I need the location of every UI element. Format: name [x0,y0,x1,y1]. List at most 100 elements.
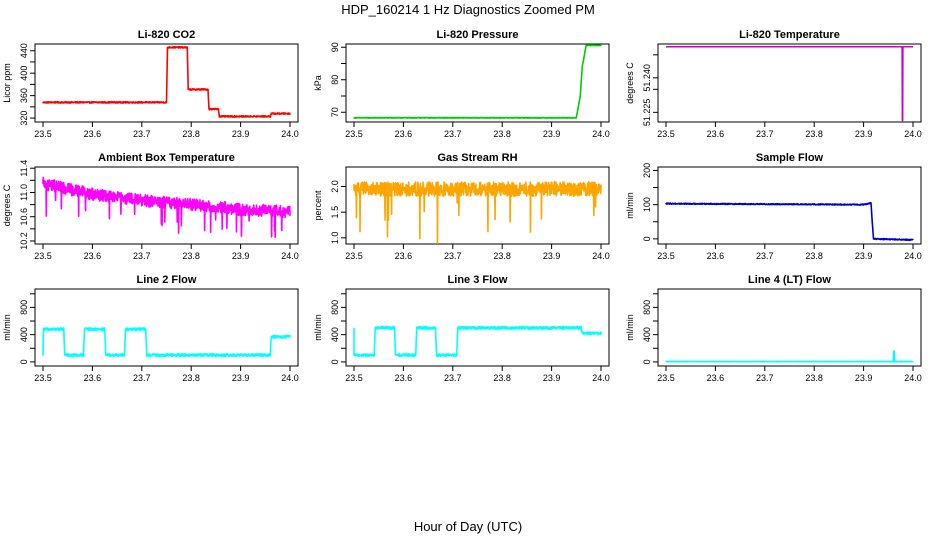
series-line [42,176,291,238]
y-tick-label: 400 [330,327,340,342]
x-tick-label: 23.6 [707,373,725,383]
x-tick-label: 24.0 [592,129,610,139]
y-axis-label: degrees C [625,62,635,104]
y-tick-label: 2.0 [330,180,340,193]
figure-xlabel: Hour of Day (UTC) [414,519,522,534]
x-tick-label: 23.6 [84,373,102,383]
x-tick-label: 23.7 [133,129,151,139]
x-tick-label: 23.7 [756,251,774,261]
x-tick-label: 23.9 [232,251,250,261]
chart-title: Gas Stream RH [437,152,517,164]
y-tick-label: 1.0 [330,232,340,245]
x-tick-label: 23.8 [493,129,511,139]
chart-title: Line 3 Flow [448,274,508,286]
x-tick-label: 23.6 [707,251,725,261]
chart-panel-8: Line 3 Flow 23.5 23.6 23.7 23.8 23.9 24.0 0 400 8… [313,274,610,383]
y-tick-label: 0 [642,236,652,241]
y-tick-label: 11.0 [19,184,29,201]
y-tick-label: 320 [19,111,29,126]
x-tick-label: 23.6 [84,251,102,261]
x-tick-label: 23.7 [756,373,774,383]
y-tick-label: 1.5 [330,206,340,219]
x-tick-label: 24.0 [904,129,922,139]
y-axis-label: Licor ppm [2,63,12,103]
plot-frame [345,288,610,367]
x-tick-label: 23.5 [34,129,52,139]
x-tick-label: 23.5 [34,373,52,383]
x-tick-label: 23.9 [232,129,250,139]
y-tick-label: 200 [642,163,652,178]
x-tick-label: 23.9 [543,251,561,261]
x-tick-label: 23.5 [345,129,363,139]
x-tick-label: 23.8 [805,251,823,261]
y-axis-label: ml/min [625,314,635,341]
plot-frame [34,166,299,245]
y-tick-label: 70 [330,107,340,117]
x-tick-label: 23.6 [395,251,413,261]
y-tick-label: 400 [19,327,29,342]
x-tick-label: 24.0 [281,373,299,383]
y-axis-label: degrees C [2,184,12,226]
chart-panel-9: Line 4 (LT) Flow 23.5 23.6 23.7 23.8 23.9 24.0… [625,274,922,383]
x-tick-label: 24.0 [281,129,299,139]
x-tick-label: 23.5 [657,251,675,261]
x-tick-label: 24.0 [281,251,299,261]
x-tick-label: 23.9 [855,251,873,261]
x-tick-label: 23.7 [444,251,462,261]
chart-title: Line 4 (LT) Flow [748,274,831,286]
y-tick-label: 400 [19,66,29,81]
y-axis-label: ml/min [625,192,635,219]
x-tick-label: 23.7 [444,129,462,139]
y-tick-label: 400 [642,327,652,342]
x-tick-label: 23.9 [855,373,873,383]
series-line [42,327,291,358]
y-tick-label: 0 [330,359,340,364]
x-tick-label: 24.0 [592,251,610,261]
chart-panel-1: Li-820 CO2 23.5 23.6 23.7 23.8 23.9 24.0 320 360… [2,29,299,139]
y-tick-label: 90 [330,42,340,52]
figure-title: HDP_160214 1 Hz Diagnostics Zoomed PM [341,2,595,17]
y-axis-label: kPa [313,75,323,91]
y-tick-label: 800 [642,300,652,315]
x-tick-label: 23.8 [493,251,511,261]
x-tick-label: 23.8 [182,129,200,139]
x-tick-label: 23.8 [182,251,200,261]
plot-frame [345,43,610,123]
x-tick-label: 23.6 [395,129,413,139]
x-tick-label: 23.5 [345,251,363,261]
chart-title: Ambient Box Temperature [98,152,235,164]
x-tick-label: 23.8 [805,129,823,139]
x-tick-label: 23.8 [493,373,511,383]
x-tick-label: 23.5 [657,373,675,383]
y-tick-label: 100 [642,197,652,212]
x-tick-label: 23.7 [444,373,462,383]
x-tick-label: 23.9 [543,129,561,139]
chart-title: Li-820 Temperature [739,29,840,41]
x-tick-label: 23.5 [34,251,52,261]
y-tick-label: 10.2 [19,232,29,250]
x-tick-label: 23.5 [345,373,363,383]
plot-frame [657,43,922,123]
x-tick-label: 23.6 [707,129,725,139]
plot-frame [657,166,922,245]
series-line [353,181,602,245]
x-tick-label: 23.9 [855,129,873,139]
plot-frame [34,43,299,123]
chart-panel-5: Gas Stream RH 23.5 23.6 23.7 23.8 23.9 24.0 1.0… [313,152,610,261]
x-tick-label: 23.6 [395,373,413,383]
series-line [42,45,291,118]
series-line [353,325,602,358]
chart-title: Sample Flow [756,152,824,164]
x-tick-label: 23.9 [232,373,250,383]
x-tick-label: 23.9 [543,373,561,383]
y-axis-label: percent [313,190,323,221]
y-tick-label: 0 [642,359,652,364]
y-tick-label: 11.4 [19,160,29,177]
y-tick-label: 440 [19,43,29,58]
x-tick-label: 23.7 [756,129,774,139]
chart-title: Line 2 Flow [137,274,197,286]
y-tick-label: 0 [19,359,29,364]
chart-panel-3: Li-820 Temperature 23.5 23.6 23.7 23.8 23.9 24… [625,29,922,139]
x-tick-label: 24.0 [904,251,922,261]
series-line [353,44,602,119]
